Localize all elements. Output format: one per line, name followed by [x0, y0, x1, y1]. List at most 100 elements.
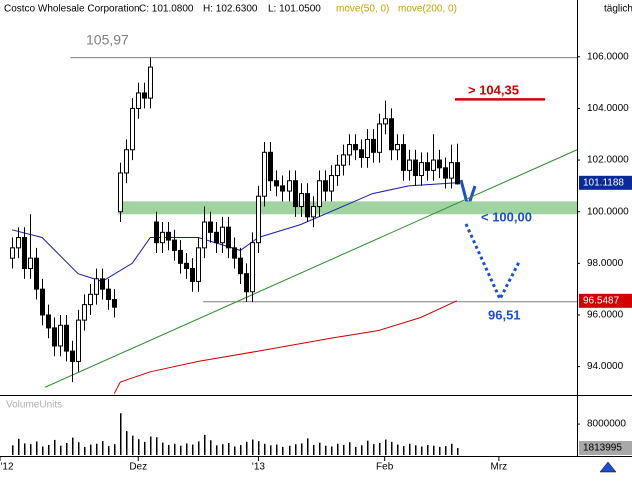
volume-bar — [295, 444, 297, 455]
candle-body — [311, 206, 316, 218]
last-value-box — [579, 440, 632, 455]
candle-body — [106, 288, 111, 300]
volume-bar — [439, 446, 441, 455]
candle-body — [305, 193, 310, 218]
volume-bar — [355, 446, 357, 455]
candle-body — [58, 324, 63, 347]
last-value-label: 101.1188 — [583, 177, 624, 188]
candle-body — [142, 92, 147, 99]
volume-bar — [36, 441, 38, 455]
candle-body — [244, 273, 249, 293]
volume-bar — [30, 444, 32, 455]
candle-body — [323, 180, 328, 192]
volume-bar — [156, 437, 158, 455]
candle-body — [124, 149, 129, 174]
candle-body — [293, 180, 298, 208]
candle-body — [274, 180, 279, 187]
volume-bar — [379, 443, 381, 455]
candle-body — [226, 226, 231, 249]
volume-bar — [72, 437, 74, 455]
last-value-box — [579, 293, 632, 308]
volume-bar — [403, 446, 405, 455]
target-path — [464, 223, 521, 303]
volume-bar — [427, 444, 429, 455]
volume-bar — [120, 413, 122, 455]
volume-bar — [162, 442, 164, 455]
legend-entry: move(50, 0) — [336, 4, 389, 15]
candle-body — [443, 167, 448, 179]
candle-body — [172, 239, 177, 251]
volume-bar — [331, 446, 333, 455]
volume-bar — [307, 438, 309, 455]
close-value: C: 101.0800 — [139, 4, 194, 15]
volume-bar — [270, 445, 272, 455]
volume-bar — [451, 443, 453, 455]
candle-body — [280, 185, 285, 192]
candle-body — [256, 195, 261, 244]
candle-body — [395, 144, 400, 151]
volume-bar — [198, 441, 200, 455]
volume-bar — [246, 441, 248, 455]
candle-body — [401, 144, 406, 171]
candle-body — [46, 314, 51, 329]
volume-title: VolumeUnits — [6, 400, 62, 411]
volume-bar — [397, 444, 399, 455]
y-tick-label: 94.0000 — [587, 361, 624, 372]
candle-body — [262, 151, 267, 197]
volume-bar — [433, 445, 435, 455]
volume-bar — [349, 442, 351, 455]
candle-body — [220, 226, 225, 244]
zone-label: < 100,00 — [481, 209, 532, 224]
candle-body — [238, 257, 243, 275]
candle-body — [160, 231, 165, 244]
candle-body — [383, 118, 388, 125]
volume-bar — [325, 445, 327, 455]
candle-body — [166, 231, 171, 241]
volume-bar — [24, 443, 26, 455]
volume-bar — [385, 439, 387, 455]
y-tick-label: 96.0000 — [587, 310, 624, 321]
volume-bar — [138, 439, 140, 455]
volume-bar — [12, 445, 14, 455]
volume-bar — [168, 444, 170, 455]
volume-bar — [192, 444, 194, 455]
candle-body — [377, 123, 382, 153]
volume-bar — [264, 443, 266, 455]
candle-body — [371, 138, 376, 153]
volume-bar — [373, 444, 375, 455]
volume-bar — [415, 445, 417, 455]
candle-body — [425, 162, 430, 171]
candle-body — [341, 154, 346, 166]
volume-bar — [276, 444, 278, 455]
symbol-name: Costco Wholesale Corporation — [4, 4, 140, 15]
candle-body — [455, 162, 460, 185]
volume-bar — [204, 434, 206, 455]
candle-body — [118, 172, 123, 213]
volume-bar — [367, 440, 369, 455]
level-label: 96,51 — [488, 307, 521, 322]
candle-body — [389, 118, 394, 151]
candle-body — [347, 144, 352, 156]
candle-body — [64, 324, 69, 352]
volume-bar — [457, 447, 459, 455]
candle-body — [413, 159, 418, 177]
volume-bar — [54, 439, 56, 455]
y-tick-label: 102.0000 — [587, 155, 629, 166]
candle-body — [353, 144, 358, 151]
volume-bar — [180, 445, 182, 455]
candle-body — [317, 180, 322, 208]
y-tick-label: 100.0000 — [587, 206, 629, 217]
volume-bar — [114, 444, 116, 455]
candle-body — [419, 162, 424, 177]
logo-icon — [599, 461, 617, 473]
volume-bar — [289, 445, 291, 455]
candle-body — [196, 247, 201, 282]
volume-bar — [216, 445, 218, 455]
volume-bar — [319, 442, 321, 455]
level-label: 105,97 — [86, 32, 129, 48]
candle-body — [130, 107, 135, 151]
candle-body — [28, 257, 33, 269]
volume-bar — [361, 445, 363, 455]
